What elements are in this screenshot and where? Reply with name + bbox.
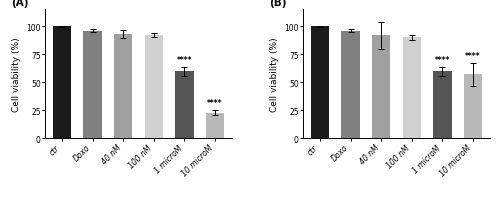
Bar — [402, 38, 421, 139]
Text: (A): (A) — [12, 0, 29, 8]
Bar — [310, 27, 329, 139]
Text: ****: **** — [466, 52, 481, 61]
Bar — [206, 113, 225, 139]
Bar — [114, 35, 132, 139]
Bar — [144, 36, 163, 139]
Text: ****: **** — [176, 55, 192, 64]
Bar — [342, 31, 359, 139]
Bar — [434, 72, 452, 139]
Text: ****: **** — [208, 99, 223, 108]
Text: (B): (B) — [270, 0, 287, 8]
Bar — [372, 36, 390, 139]
Bar — [84, 31, 102, 139]
Bar — [52, 27, 71, 139]
Y-axis label: Cell viability (%): Cell viability (%) — [270, 37, 279, 112]
Y-axis label: Cell viability (%): Cell viability (%) — [12, 37, 21, 112]
Bar — [176, 72, 194, 139]
Bar — [464, 75, 482, 139]
Text: ****: **** — [434, 55, 450, 64]
